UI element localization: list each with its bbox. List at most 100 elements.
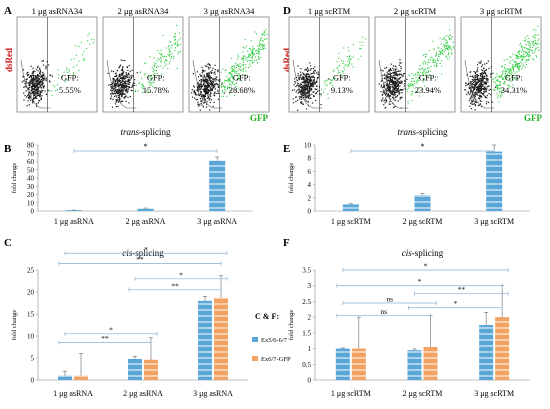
flow-plot-right-2: 2 μg scRTM GFP: 23.94% — [374, 6, 456, 113]
chart-title: cis-splicing — [402, 248, 444, 258]
legend-label-ex56: Ex5/6-6/7 — [261, 337, 288, 344]
y-tick-label: 5 — [31, 355, 35, 363]
bar-value-0 — [342, 204, 359, 211]
bar-series1-2 — [495, 317, 510, 380]
y-tick-label: 70 — [27, 150, 35, 158]
x-tick-label: 3 μg scRTM — [474, 389, 514, 398]
flow-plot-frame — [374, 16, 456, 113]
y-tick-label: 10 — [27, 199, 35, 207]
flow-plot-left-2: 2 μg asRNA34 GFP: 15.78% — [102, 6, 184, 113]
y-tick-label: 0.5 — [302, 361, 311, 369]
chart-title-italic: cis — [402, 248, 412, 258]
y-tick-label: 80 — [27, 142, 35, 150]
gfp-label: GFP: — [505, 73, 523, 83]
x-tick-label: 2 μg scRTM — [403, 389, 443, 398]
gfp-value: 23.94% — [415, 85, 441, 95]
flow-right-ylabel: dsRed — [282, 48, 292, 72]
bar-value-2 — [209, 160, 226, 211]
y-tick-label: 3.5 — [302, 267, 311, 275]
y-tick-label: 2 — [308, 314, 312, 322]
gfp-label: GFP: — [419, 73, 437, 83]
significance-label: * — [144, 142, 148, 151]
flow-plot-title: 1 μg scRTM — [308, 6, 351, 16]
gfp-label: GFP: — [233, 73, 251, 83]
y-tick-label: 0 — [31, 208, 35, 216]
x-tick-label: 1 μg scRTM — [331, 389, 371, 398]
gfp-label: GFP: — [61, 73, 79, 83]
legend: C & F: Ex5/6-6/7 Ex6/7-GFP — [252, 312, 291, 363]
gfp-value: 34.31% — [501, 85, 527, 95]
y-tick-label: 60 — [27, 158, 35, 166]
y-tick-label: 8 — [308, 155, 312, 163]
flow-plot-frame — [102, 16, 184, 113]
flow-plot-title: 3 μg asRNA34 — [204, 6, 256, 16]
chart-title-rest: -splicing — [412, 248, 444, 258]
y-tick-label: 30 — [27, 183, 35, 191]
flow-right-xlabel: GFP — [524, 113, 542, 123]
chart-title-rest: -splicing — [416, 127, 448, 137]
chart-title-italic: trans — [397, 127, 416, 137]
legend-title: C & F: — [255, 312, 279, 321]
bar-value-1 — [137, 208, 154, 211]
flow-plot-left-1: 1 μg asRNA34 GFP: 5.55% — [16, 6, 98, 113]
gfp-label: GFP: — [333, 73, 351, 83]
panel-letter-d: D — [283, 5, 291, 17]
gfp-value: 28.68% — [229, 85, 255, 95]
gate-outline — [378, 59, 409, 109]
y-tick-label: 1 — [308, 345, 312, 353]
legend-swatch-ex56 — [252, 337, 258, 342]
y-tick-label: 50 — [27, 166, 35, 174]
flow-plot-title: 3 μg scRTM — [480, 6, 523, 16]
y-axis-label: fold change — [11, 310, 18, 341]
bar-series1-2 — [214, 297, 228, 380]
x-tick-label: 3 μg asRNA — [197, 217, 237, 226]
y-tick-label: 10 — [304, 142, 312, 150]
x-tick-label: 1 μg asRNA — [54, 217, 94, 226]
panel-letter-f: F — [283, 237, 290, 249]
x-tick-label: 3 μg scRTM — [474, 217, 514, 226]
x-tick-label: 1 μg asRNA — [53, 389, 93, 398]
chart-E: 0 2 4 6 8 10 fold change trans-splicing 1 μg scR… — [288, 127, 530, 226]
y-axis-label: fold change — [288, 163, 295, 194]
flow-plot-title: 1 μg asRNA34 — [32, 6, 84, 16]
y-tick-label: 15 — [27, 311, 35, 319]
y-tick-label: 20 — [27, 289, 35, 297]
bar-series1-1 — [423, 347, 438, 380]
y-tick-label: 3 — [308, 282, 312, 290]
bar-series0-2 — [198, 300, 212, 380]
flow-plot-title: 2 μg scRTM — [394, 6, 437, 16]
significance-label: * — [421, 142, 425, 151]
y-axis-label: fold change — [11, 163, 18, 194]
bar-series1-1 — [144, 359, 158, 380]
significance-label: * — [424, 262, 428, 271]
y-tick-label: 6 — [308, 168, 312, 176]
bar-value-0 — [65, 210, 82, 211]
bar-series0-0 — [335, 348, 350, 380]
chart-title-italic: trans — [120, 127, 139, 137]
flow-plot-right-3: 3 μg scRTM GFP: 34.31% — [460, 6, 542, 113]
bar-value-2 — [486, 151, 503, 211]
chart-F: 0 0.5 1 1.5 2 2.5 3 3.5 fold change cis-splicing 1… — [288, 248, 530, 398]
bar-series0-1 — [407, 350, 422, 380]
legend-swatch-ex67 — [252, 356, 258, 361]
significance-label: * — [418, 277, 422, 286]
flow-left-xlabel: GFP — [250, 113, 268, 123]
bar-series0-2 — [479, 325, 494, 380]
x-tick-label: 3 μg asRNA — [193, 389, 233, 398]
x-tick-label: 2 μg asRNA — [126, 217, 166, 226]
panel-letter-a: A — [4, 5, 12, 17]
y-tick-label: 20 — [27, 191, 35, 199]
significance-label: ns — [380, 307, 387, 316]
legend-label-ex67: Ex6/7-GFP — [261, 356, 291, 363]
y-tick-label: 0 — [308, 377, 312, 385]
flow-plot-right-1: 1 μg scRTM GFP: 9.13% — [288, 6, 370, 113]
gfp-value: 9.13% — [331, 85, 353, 95]
flow-plot-title: 2 μg asRNA34 — [118, 6, 170, 16]
gfp-value: 15.78% — [143, 85, 169, 95]
flow-plot-left-3: 3 μg asRNA34 GFP: 28.68% — [188, 6, 270, 113]
y-tick-label: 2.5 — [302, 298, 311, 306]
